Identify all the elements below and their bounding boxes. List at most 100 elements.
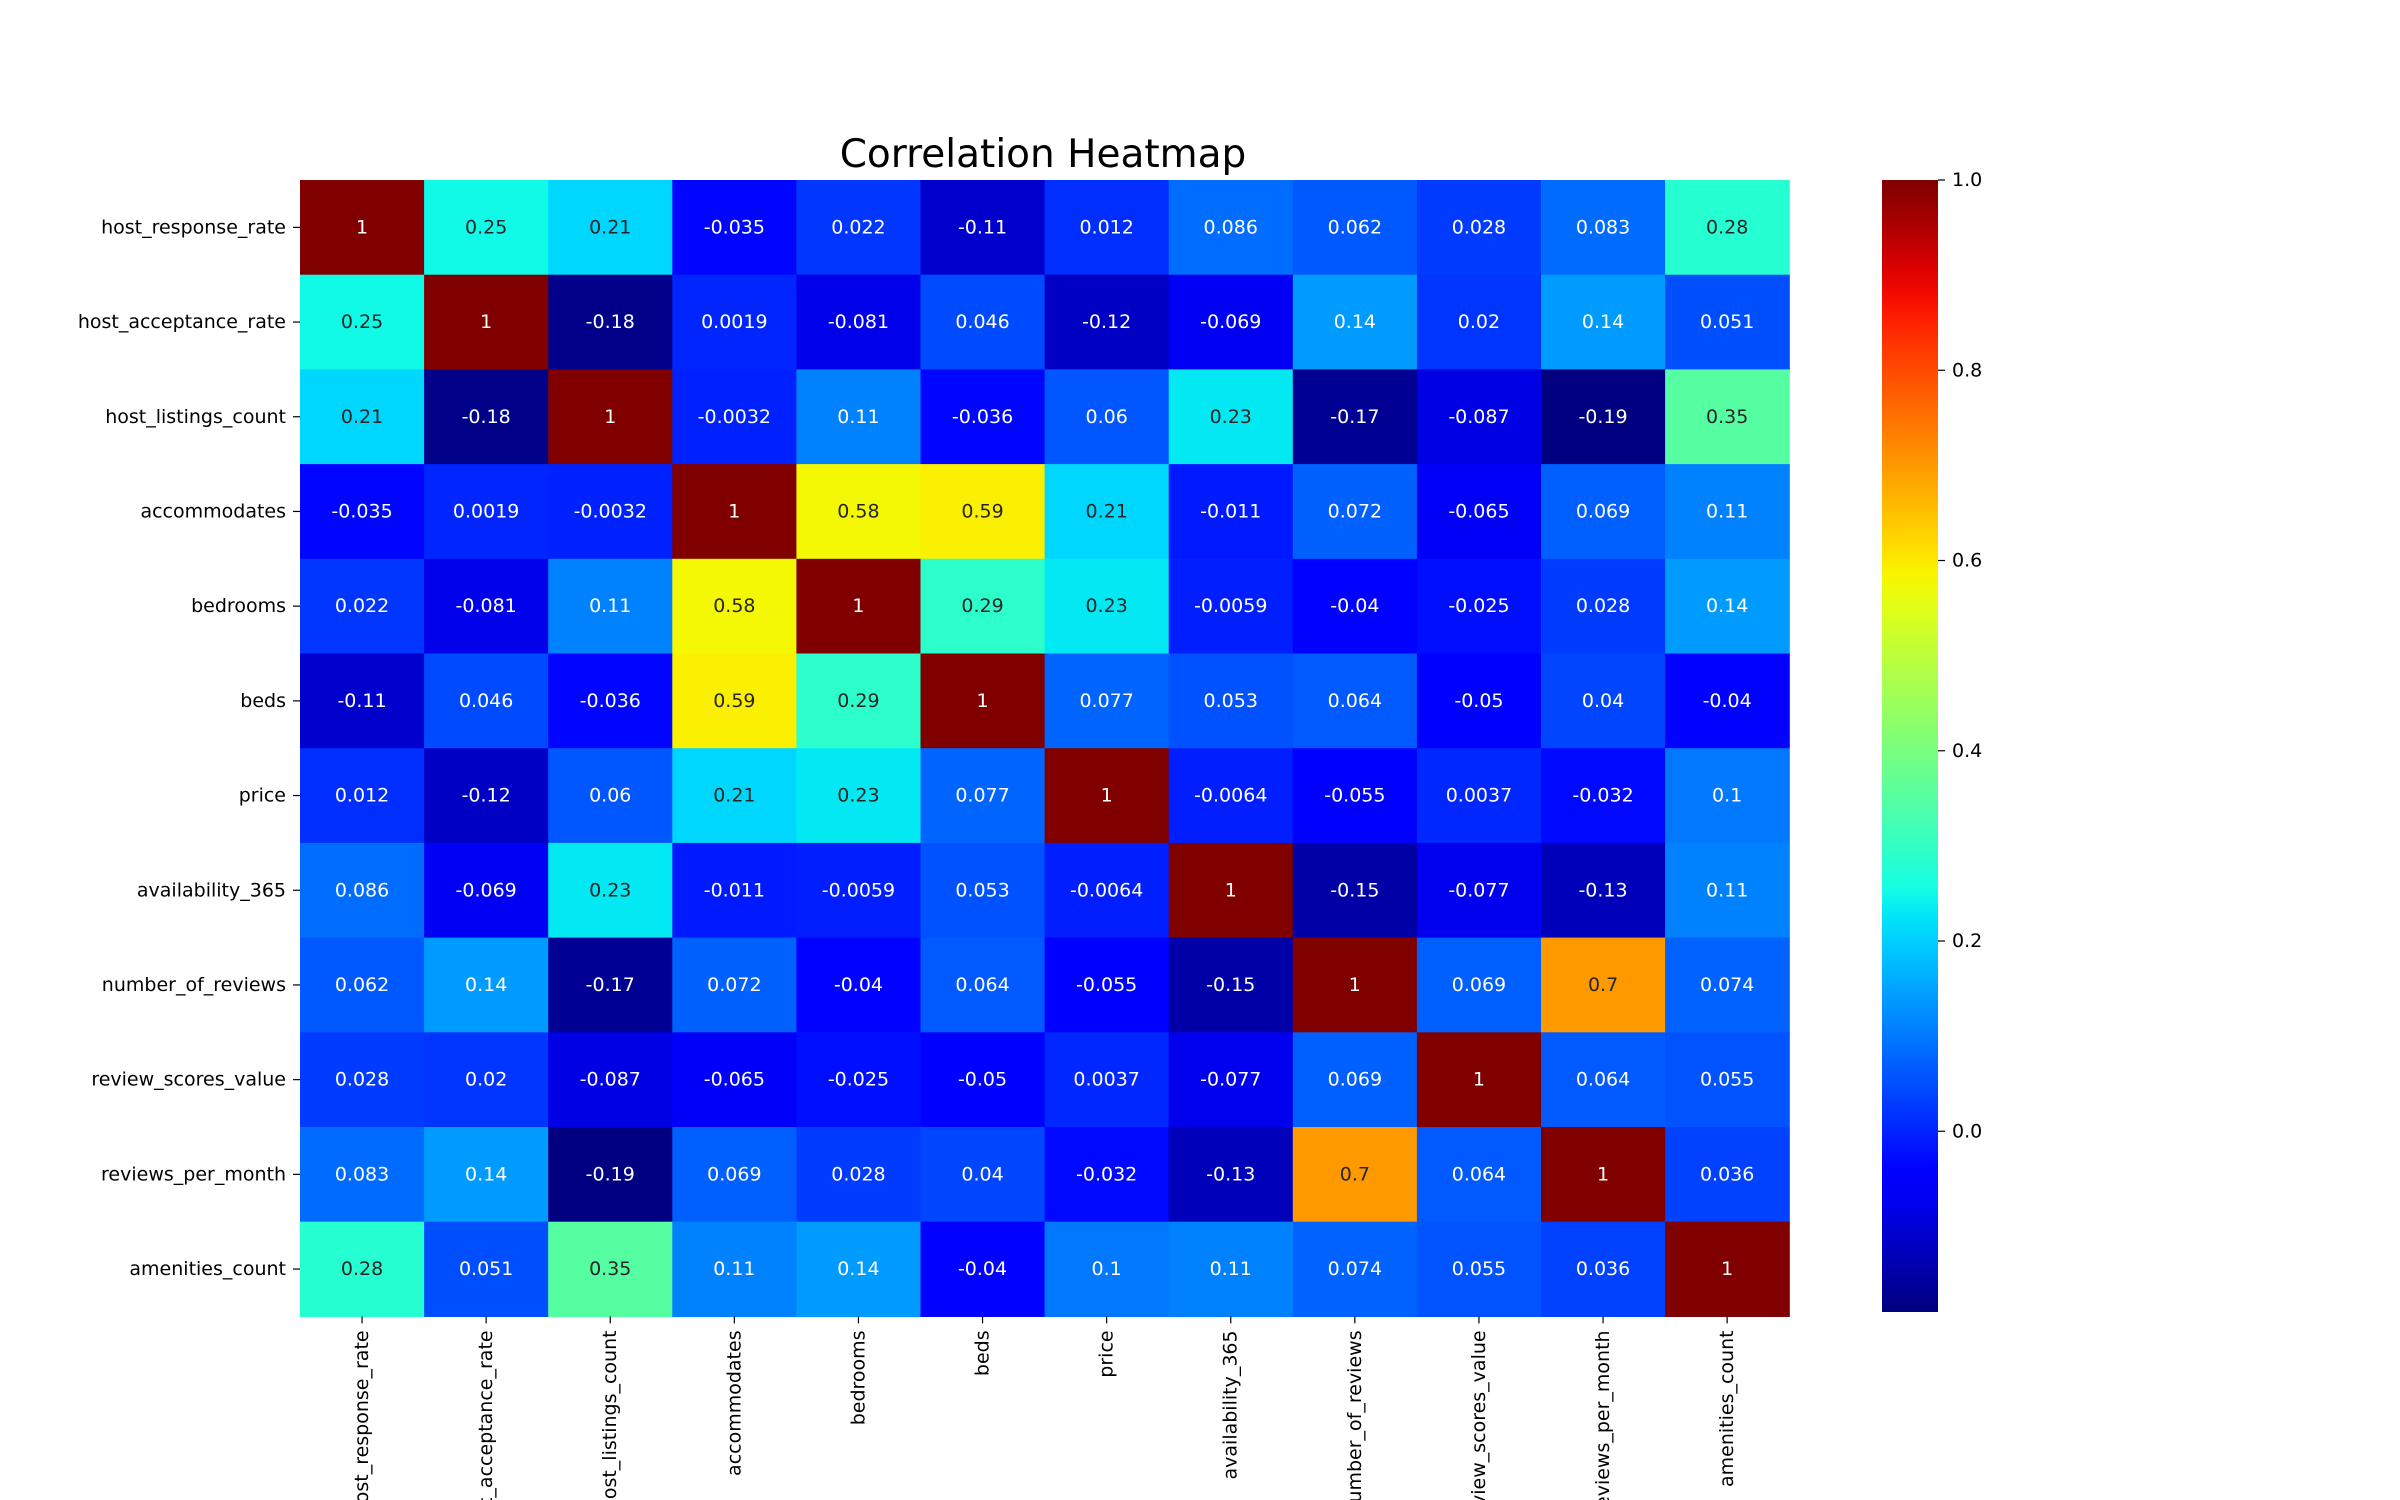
row-label-number-of-reviews: number_of_reviews — [102, 974, 286, 996]
heatmap-cell — [796, 274, 922, 370]
cell-annotation: 0.1 — [1092, 1258, 1122, 1280]
column-label-price: price — [1096, 1330, 1118, 1377]
heatmap-cell — [1044, 937, 1170, 1033]
heatmap-cell — [796, 653, 922, 749]
cell-annotation: 0.11 — [1706, 879, 1748, 901]
colorbar-tick-label: 0.6 — [1952, 550, 1982, 572]
heatmap-cell — [1416, 464, 1542, 560]
cell-annotation: 0.59 — [961, 500, 1003, 522]
cell-annotation: 0.11 — [1210, 1258, 1252, 1280]
heatmap-cell — [1168, 653, 1294, 749]
cell-annotation: 1 — [356, 216, 368, 238]
cell-annotation: 0.083 — [335, 1163, 389, 1185]
heatmap-cell — [548, 653, 673, 749]
cell-annotation: 0.022 — [335, 595, 389, 617]
cell-annotation: 0.06 — [589, 785, 631, 807]
heatmap-cell — [1416, 842, 1542, 939]
cell-annotation: -0.11 — [958, 216, 1007, 238]
heatmap-cell — [1541, 180, 1666, 276]
heatmap-cell — [920, 653, 1046, 749]
cell-annotation: 0.29 — [961, 595, 1003, 617]
cell-annotation: 0.064 — [955, 974, 1009, 996]
cell-annotation: 0.046 — [459, 690, 513, 712]
heatmap-cell — [920, 180, 1046, 276]
heatmap-cell — [1044, 558, 1170, 655]
heatmap-cell — [1541, 842, 1666, 939]
cell-annotation: -0.055 — [1076, 974, 1137, 996]
cell-annotation: 0.02 — [1458, 311, 1500, 333]
cell-annotation: 0.022 — [831, 216, 885, 238]
heatmap-cell — [920, 937, 1046, 1033]
cell-annotation: -0.04 — [1703, 690, 1752, 712]
heatmap-cell — [424, 653, 549, 749]
cell-annotation: -0.05 — [1454, 690, 1503, 712]
cell-annotation: 0.046 — [955, 311, 1009, 333]
column-label-availability-365: availability_365 — [1220, 1330, 1242, 1479]
cell-annotation: 0.069 — [707, 1163, 761, 1185]
heatmap-cell — [1416, 653, 1542, 749]
cell-annotation: -0.036 — [952, 406, 1013, 428]
cell-annotation: 0.14 — [1334, 311, 1376, 333]
cell-annotation: 0.069 — [1452, 974, 1506, 996]
cell-annotation: -0.0032 — [574, 500, 647, 522]
heatmap-cell — [672, 369, 797, 465]
heatmap-cell — [672, 748, 797, 844]
heatmap-cell — [1665, 180, 1790, 276]
heatmap-cell — [1665, 558, 1790, 655]
cell-annotation: -0.087 — [1448, 406, 1509, 428]
heatmap-cell — [548, 369, 673, 465]
heatmap-cell — [1541, 558, 1666, 655]
heatmap-cell — [1541, 1032, 1666, 1128]
cell-annotation: 0.14 — [465, 1163, 507, 1185]
heatmap-cell — [300, 1221, 425, 1317]
heatmap-cell — [548, 842, 673, 939]
heatmap-cell — [920, 1221, 1046, 1317]
cell-annotation: 0.062 — [1328, 216, 1382, 238]
cell-annotation: 0.053 — [955, 879, 1009, 901]
heatmap-cell — [1665, 842, 1790, 939]
heatmap-cell — [1292, 1221, 1418, 1317]
heatmap-cell — [796, 369, 922, 465]
cell-annotation: -0.11 — [337, 690, 386, 712]
cell-annotation: 0.074 — [1700, 974, 1754, 996]
cell-annotation: 0.074 — [1328, 1258, 1382, 1280]
cell-annotation: -0.055 — [1324, 785, 1385, 807]
heatmap-cell — [1541, 653, 1666, 749]
heatmap-cell — [1665, 653, 1790, 749]
column-label-amenities-count: amenities_count — [1716, 1330, 1738, 1487]
cell-annotation: 0.012 — [335, 785, 389, 807]
row-label-review-scores-value: review_scores_value — [91, 1069, 286, 1091]
cell-annotation: 0.28 — [341, 1258, 383, 1280]
cell-annotation: -0.19 — [586, 1163, 635, 1185]
column-label-reviews-per-month: reviews_per_month — [1592, 1330, 1614, 1500]
cell-annotation: 1 — [604, 406, 616, 428]
cell-annotation: 0.14 — [1706, 595, 1748, 617]
cell-annotation: -0.04 — [834, 974, 883, 996]
cell-annotation: 1 — [1225, 879, 1237, 901]
heatmap-cell — [1168, 369, 1294, 465]
row-label-bedrooms: bedrooms — [191, 595, 286, 617]
colorbar-tick-label: 0.0 — [1952, 1120, 1982, 1142]
heatmap-cell — [424, 937, 549, 1033]
heatmap-cell — [920, 558, 1046, 655]
column-label-bedrooms: bedrooms — [847, 1330, 869, 1425]
colorbar-tick-label: 0.8 — [1952, 359, 1982, 381]
heatmap-cell — [1168, 1127, 1294, 1223]
cell-annotation: 0.069 — [1576, 500, 1630, 522]
cell-annotation: 0.036 — [1700, 1163, 1754, 1185]
cell-annotation: 0.051 — [459, 1258, 513, 1280]
heatmap-cell — [1416, 369, 1542, 465]
cell-annotation: 0.58 — [713, 595, 755, 617]
heatmap-cell — [1044, 369, 1170, 465]
heatmap-cell — [1665, 1127, 1790, 1223]
heatmap-cell — [548, 1221, 673, 1317]
cell-annotation: 0.086 — [1204, 216, 1258, 238]
cell-annotation: 0.083 — [1576, 216, 1630, 238]
cell-annotation: -0.04 — [1330, 595, 1379, 617]
heatmap-cell — [1168, 937, 1294, 1033]
cell-annotation: -0.069 — [1200, 311, 1261, 333]
heatmap-cell — [1665, 937, 1790, 1033]
cell-annotation: 0.11 — [1706, 500, 1748, 522]
heatmap-cell — [920, 842, 1046, 939]
row-label-amenities-count: amenities_count — [129, 1258, 286, 1280]
